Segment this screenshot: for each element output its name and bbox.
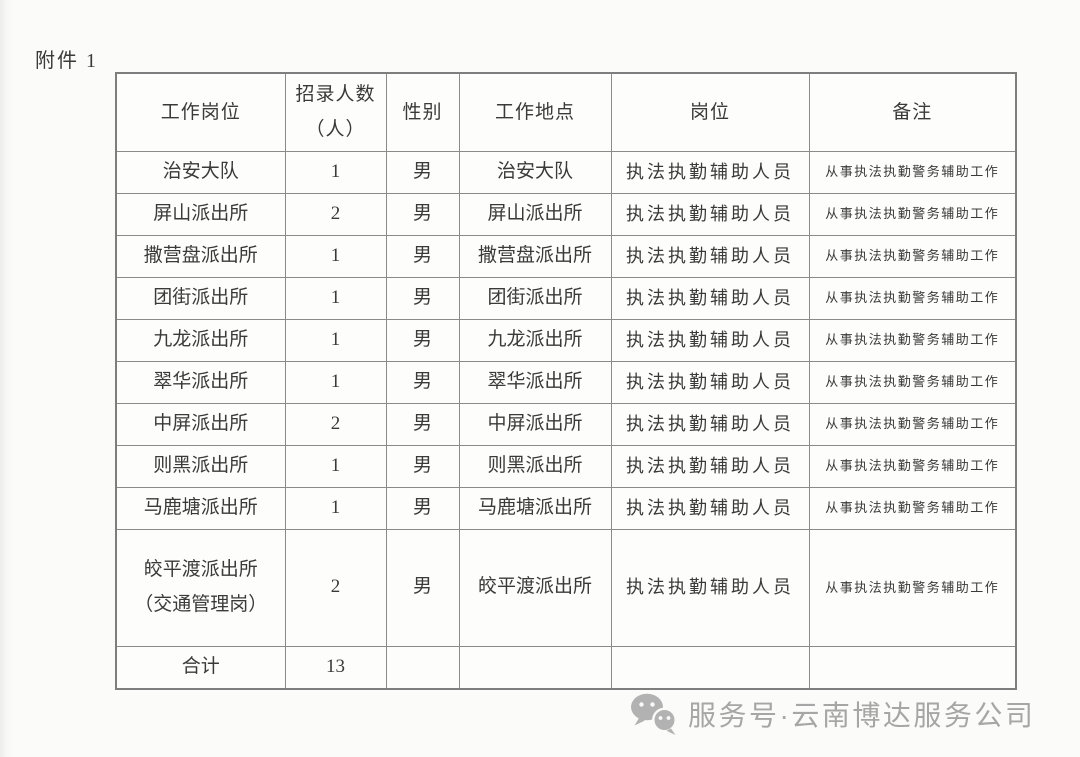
table-cell: 男 — [385, 276, 460, 320]
table-body: 治安大队 1 男治安大队 执法执勤辅助人员 从事执法执勤警务辅助工作 屏山派出所 2 男屏山派… — [115, 150, 1017, 690]
total-row: 合计 13 — [115, 645, 1017, 690]
table-cell: 执法执勤辅助人员 — [610, 234, 810, 278]
table-cell: 合计 — [115, 645, 286, 690]
table-row: 翠华派出所 1 男翠华派出所 执法执勤辅助人员 从事执法执勤警务辅助工作 — [115, 360, 1017, 404]
table-row: 九龙派出所 1 男九龙派出所 执法执勤辅助人员 从事执法执勤警务辅助工作 — [115, 318, 1017, 362]
table-cell: 皎平渡派出所 — [458, 528, 612, 647]
table-cell: 皎平渡派出所 （交通管理岗） — [115, 528, 286, 647]
table-cell: 中屏派出所 — [115, 402, 286, 446]
table-row: 则黑派出所 1 男则黑派出所 执法执勤辅助人员 从事执法执勤警务辅助工作 — [115, 444, 1017, 488]
table-cell: 男 — [385, 528, 460, 647]
table-cell: 执法执勤辅助人员 — [610, 486, 810, 530]
table-cell: 团街派出所 — [115, 276, 286, 320]
table-cell: 九龙派出所 — [115, 318, 286, 362]
table-cell: 则黑派出所 — [458, 444, 612, 488]
table-cell: 男 — [385, 360, 460, 404]
header-recruit-count: 招录人数 （人） — [284, 72, 387, 152]
table-cell: 马鹿塘派出所 — [115, 486, 286, 530]
table-row: 治安大队 1 男治安大队 执法执勤辅助人员 从事执法执勤警务辅助工作 — [115, 150, 1017, 194]
header-work-location: 工作地点 — [458, 72, 612, 152]
header-job-position: 工作岗位 — [115, 72, 286, 152]
table-cell: 13 — [284, 645, 387, 690]
table-cell: 执法执勤辅助人员 — [610, 360, 810, 404]
table-header-row: 工作岗位 招录人数 （人） 性别 工作地点 岗位 备注 — [115, 72, 1017, 152]
table-cell: 从事执法执勤警务辅助工作 — [808, 402, 1017, 446]
table-cell: 男 — [385, 192, 460, 236]
table-cell: 翠华派出所 — [458, 360, 612, 404]
table-cell: 执法执勤辅助人员 — [610, 150, 810, 194]
table-cell: 马鹿塘派出所 — [458, 486, 612, 530]
wechat-bubbles-icon — [631, 693, 677, 735]
table-cell: 九龙派出所 — [458, 318, 612, 362]
footer-account-label: 服务号·云南博达服务公司 — [688, 700, 1036, 731]
wechat-watermark: 服务号·云南博达服务公司 — [630, 692, 1035, 736]
table-cell: 男 — [385, 150, 460, 194]
table-cell — [808, 645, 1017, 690]
header-remarks: 备注 — [808, 72, 1017, 152]
table-row: 屏山派出所 2 男屏山派出所 执法执勤辅助人员 从事执法执勤警务辅助工作 — [115, 192, 1017, 236]
table-cell: 男 — [385, 234, 460, 278]
table-cell: 执法执勤辅助人员 — [610, 528, 810, 647]
table-cell: 1 — [284, 150, 387, 194]
table-cell: 团街派出所 — [458, 276, 612, 320]
table-cell: 2 — [284, 192, 387, 236]
table-cell: 男 — [385, 318, 460, 362]
header-post: 岗位 — [610, 72, 810, 152]
table-cell: 男 — [385, 444, 460, 488]
table-cell: 1 — [284, 486, 387, 530]
table-cell: 男 — [385, 402, 460, 446]
table-row: 马鹿塘派出所 1 男马鹿塘派出所 执法执勤辅助人员 从事执法执勤警务辅助工作 — [115, 486, 1017, 530]
table-row: 中屏派出所 2 男中屏派出所 执法执勤辅助人员 从事执法执勤警务辅助工作 — [115, 402, 1017, 446]
header-gender: 性别 — [385, 72, 460, 152]
table-cell: 从事执法执勤警务辅助工作 — [808, 276, 1017, 320]
table-cell: 从事执法执勤警务辅助工作 — [808, 150, 1017, 194]
table-cell: 执法执勤辅助人员 — [610, 402, 810, 446]
table-cell: 翠华派出所 — [115, 360, 286, 404]
table-cell: 治安大队 — [115, 150, 286, 194]
table-cell: 2 — [284, 528, 387, 647]
table-cell: 从事执法执勤警务辅助工作 — [808, 360, 1017, 404]
table-cell: 屏山派出所 — [458, 192, 612, 236]
table-cell: 1 — [284, 360, 387, 404]
table-row: 皎平渡派出所 （交通管理岗） 2 男皎平渡派出所 执法执勤辅助人员 从事执法执勤警务辅助… — [115, 528, 1017, 647]
table-cell: 1 — [284, 318, 387, 362]
table-cell: 1 — [284, 234, 387, 278]
table-cell: 从事执法执勤警务辅助工作 — [808, 234, 1017, 278]
table-cell: 从事执法执勤警务辅助工作 — [808, 486, 1017, 530]
table-cell: 撒营盘派出所 — [115, 234, 286, 278]
table-cell: 则黑派出所 — [115, 444, 286, 488]
table-cell: 从事执法执勤警务辅助工作 — [808, 318, 1017, 362]
table-cell: 中屏派出所 — [458, 402, 612, 446]
table-cell: 从事执法执勤警务辅助工作 — [808, 444, 1017, 488]
table-cell: 1 — [284, 276, 387, 320]
table-cell: 撒营盘派出所 — [458, 234, 612, 278]
table-cell: 从事执法执勤警务辅助工作 — [808, 528, 1017, 647]
table-cell: 男 — [385, 486, 460, 530]
table-cell — [458, 645, 612, 690]
table-cell: 执法执勤辅助人员 — [610, 318, 810, 362]
recruitment-table: 工作岗位 招录人数 （人） 性别 工作地点 岗位 备注 治安大队 1 男治安大队 执法… — [115, 72, 1017, 690]
table-cell: 1 — [284, 444, 387, 488]
table-cell: 从事执法执勤警务辅助工作 — [808, 192, 1017, 236]
table-cell: 执法执勤辅助人员 — [610, 276, 810, 320]
table-cell: 屏山派出所 — [115, 192, 286, 236]
table-cell: 2 — [284, 402, 387, 446]
table-row: 撒营盘派出所 1 男撒营盘派出所 执法执勤辅助人员 从事执法执勤警务辅助工作 — [115, 234, 1017, 278]
table-cell — [385, 645, 460, 690]
attachment-label: 附件 1 — [35, 50, 98, 72]
table-cell: 治安大队 — [458, 150, 612, 194]
table-row: 团街派出所 1 男团街派出所 执法执勤辅助人员 从事执法执勤警务辅助工作 — [115, 276, 1017, 320]
table-cell — [610, 645, 810, 690]
table-cell: 执法执勤辅助人员 — [610, 444, 810, 488]
table-cell: 执法执勤辅助人员 — [610, 192, 810, 236]
